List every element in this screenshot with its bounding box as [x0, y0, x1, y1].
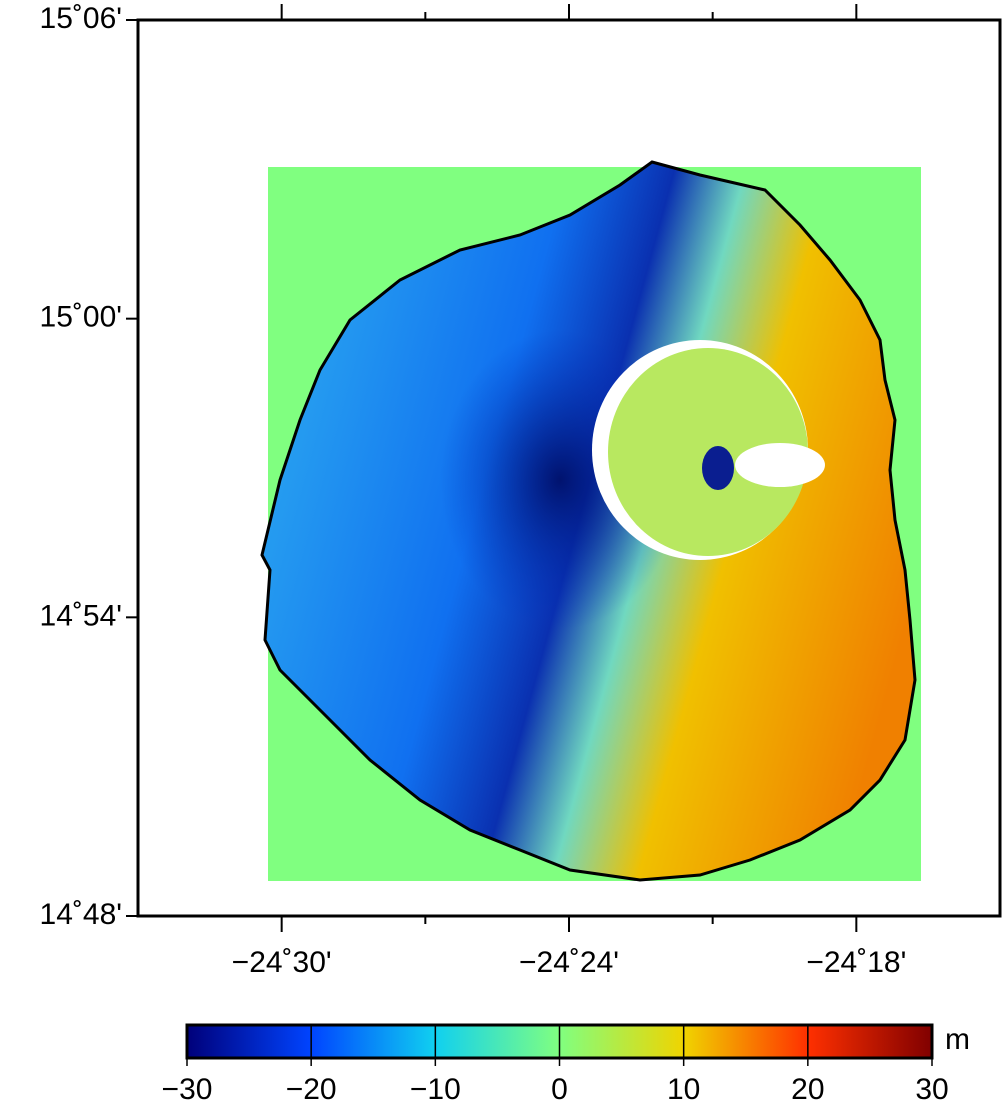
summit-cone — [735, 443, 825, 487]
y-tick-label: 15˚06' — [40, 2, 122, 35]
colorbar-tick-label: −20 — [286, 1073, 337, 1106]
x-tick-label: −24˚18' — [806, 946, 906, 979]
colorbar-tick-label: 30 — [915, 1073, 948, 1106]
colorbar-unit: m — [945, 1023, 970, 1056]
figure: −24˚30' −24˚24' −24˚18' 14˚48' 14˚54' 15˚00' 1… — [0, 0, 1003, 1117]
y-tick-label: 14˚54' — [40, 599, 122, 632]
pit — [702, 446, 734, 490]
colorbar-tick-label: −10 — [410, 1073, 461, 1106]
x-tick-label: −24˚24' — [519, 946, 619, 979]
y-tick-label: 15˚00' — [40, 301, 122, 334]
colorbar-tick-label: −30 — [162, 1073, 213, 1106]
y-tick-label: 14˚48' — [40, 898, 122, 931]
x-tick-label: −24˚30' — [232, 946, 332, 979]
colorbar-tick-label: 20 — [791, 1073, 824, 1106]
colorbar-tick-label: 10 — [667, 1073, 700, 1106]
map-image — [262, 162, 921, 881]
colorbar: m −30 −20 −10 0 10 20 30 — [162, 1023, 970, 1106]
colorbar-tick-label: 0 — [551, 1073, 568, 1106]
